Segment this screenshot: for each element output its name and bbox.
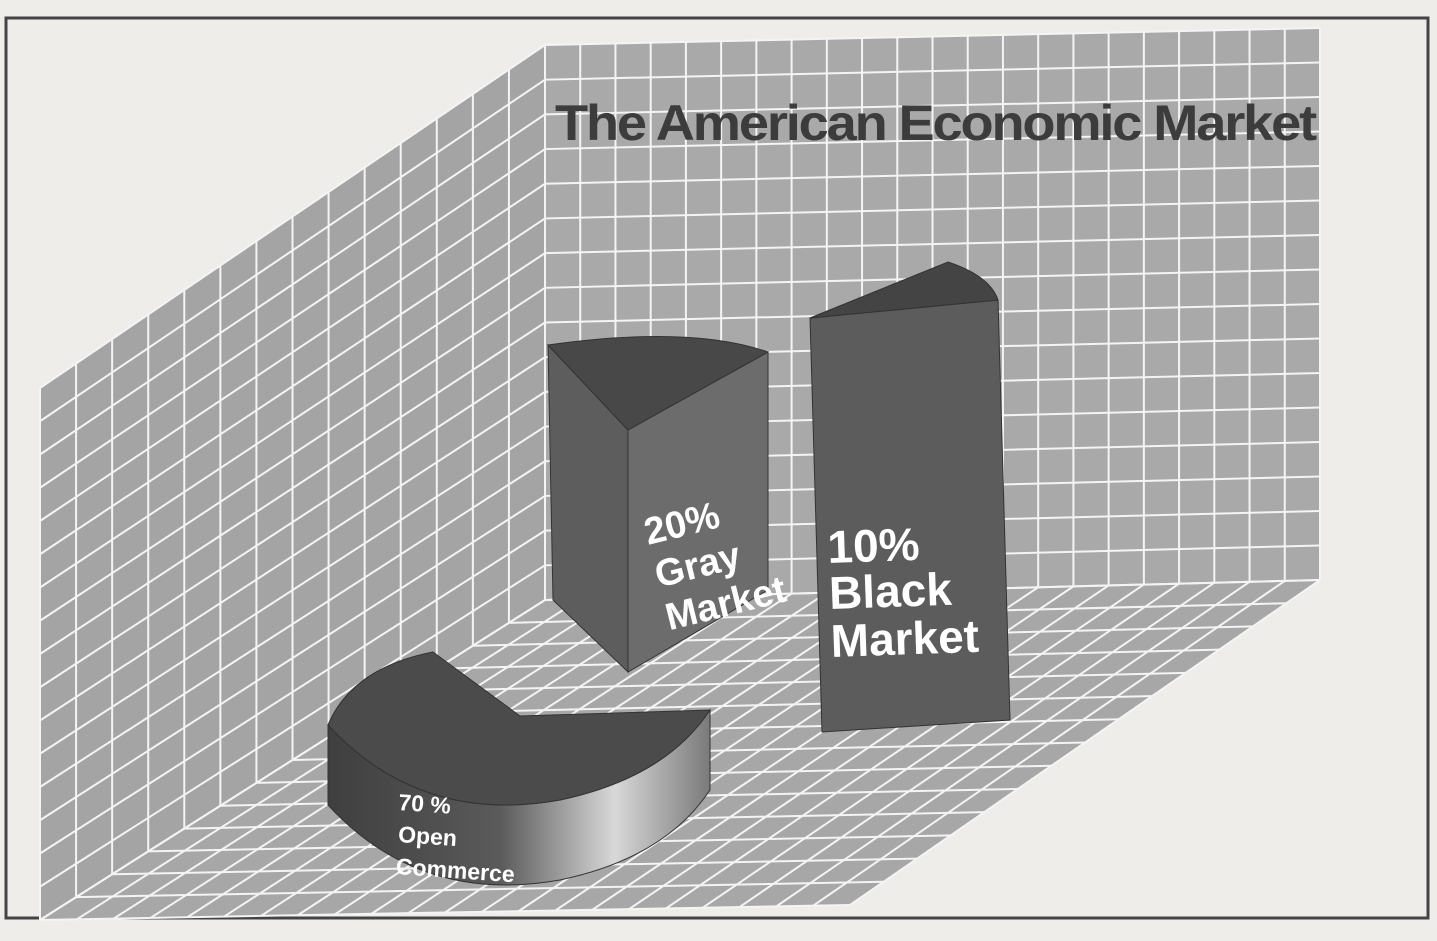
grid-line: [544, 27, 1321, 46]
grid-line: [39, 148, 546, 489]
grid-line: [544, 96, 1321, 116]
grid-line: [39, 356, 546, 689]
slice-black-market-top: [809, 261, 999, 319]
grid-line: [39, 44, 546, 389]
chart-title: The American Economic Market: [555, 95, 1318, 151]
grid-line: [39, 321, 546, 655]
grid-line: [544, 130, 1321, 151]
grid-line: [39, 217, 546, 556]
grid-line: [39, 182, 546, 522]
grid-line: [39, 460, 546, 788]
label-black-market: 10% Black Market: [827, 518, 980, 667]
grid-line: [39, 113, 546, 456]
grid-line: [39, 529, 546, 855]
slice-black-market-front: [809, 299, 1011, 733]
grid-line: [39, 252, 546, 589]
grid-line: [76, 880, 884, 899]
label-open-commerce: 70 % Open Commerce: [395, 789, 515, 887]
grid-line: [39, 286, 546, 622]
grid-line: [400, 671, 1186, 693]
label-open-commerce-percent: 70 %: [398, 789, 452, 819]
slice-open-commerce: [327, 651, 711, 886]
slice-gray-market: [546, 336, 770, 674]
grid-line: [39, 78, 546, 423]
grid-line: [39, 425, 546, 755]
grid-line: [544, 61, 1321, 81]
label-black-market-line2: Market: [830, 610, 980, 667]
grid-line: [39, 564, 546, 888]
chart-frame: [4, 16, 1430, 920]
grid-line: [544, 234, 1321, 255]
label-black-market-percent: 10%: [827, 518, 921, 573]
grid-line: [544, 165, 1321, 185]
grid-line: [39, 904, 851, 921]
label-open-commerce-line1: Open: [397, 821, 457, 851]
grid-line: [544, 199, 1321, 220]
label-black-market-line1: Black: [828, 563, 953, 619]
slice-black-market: [809, 261, 1011, 733]
slice-gray-market-top: [546, 336, 770, 431]
grid-line: [39, 495, 546, 822]
grid-line: [39, 391, 546, 722]
slice-open-commerce-top: [327, 651, 711, 806]
